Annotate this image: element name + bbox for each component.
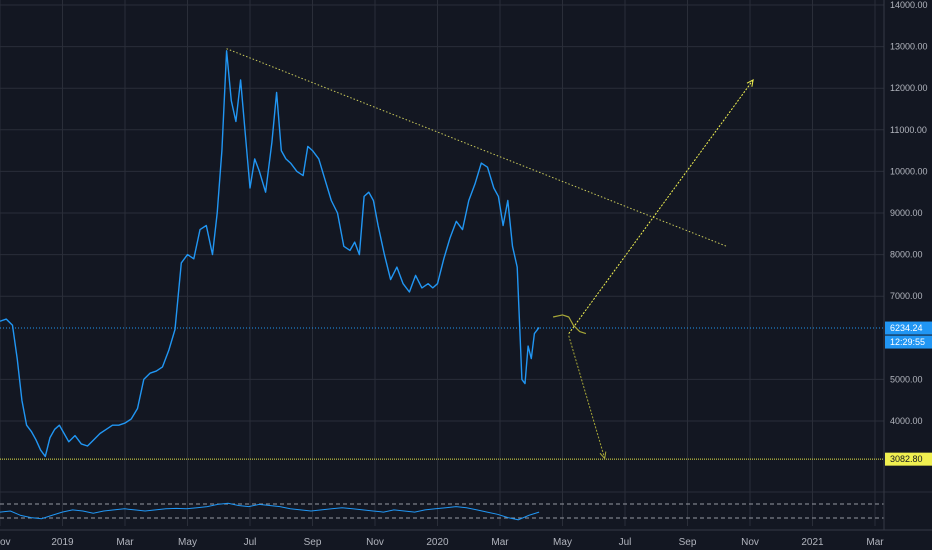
y-tick-label: 12000.00 [890,83,928,93]
x-tick-label: Mar [116,537,134,548]
current-price-badge-label: 6234.24 [890,323,923,333]
countdown-badge-label: 12:29:55 [890,337,925,347]
y-tick-label: 13000.00 [890,42,928,52]
x-tick-label: Nov [366,537,384,548]
projection-up-arrow-arrowhead [746,78,754,87]
x-tick-label: Mar [866,537,884,548]
y-tick-label: 10000.00 [890,166,928,176]
drawing-annotations [0,48,884,460]
price-series [0,50,540,458]
x-tick-label: 2021 [801,537,824,548]
x-tick-label: Sep [679,537,697,548]
projection-down-arrow-arrowhead [599,451,607,460]
projection-down-arrow-line[interactable] [568,335,606,459]
grid [0,0,884,526]
countdown-badge-bg [885,335,932,349]
axis-badges: 6234.24 12:29:55 3082.80 [885,321,932,466]
trendline[interactable] [226,48,727,247]
y-tick-label: 14000.00 [890,0,928,10]
price-line [0,50,540,458]
current-price-badge-bg [885,321,932,335]
x-tick-label: Sep [304,537,322,548]
oscillator-pane [0,502,884,521]
y-tick-label: 5000.00 [890,374,923,384]
projection-curve[interactable] [552,314,587,335]
y-tick-label: 8000.00 [890,250,923,260]
y-tick-label: 11000.00 [890,125,927,135]
x-tick-label: May [553,537,572,548]
oscillator-line [0,502,540,521]
price-axis[interactable]: 14000.00 13000.00 12000.00 11000.00 10000.00… [883,0,928,530]
x-tick-label: 2019 [51,537,74,548]
y-tick-label: 4000.00 [890,416,923,426]
x-tick-label: Jul [619,537,632,548]
x-tick-label: 2020 [426,537,449,548]
x-tick-label: ov [0,537,11,548]
y-tick-label: 7000.00 [890,291,923,301]
support-price-badge-bg [885,452,932,466]
time-axis[interactable]: ov 2019 Mar May Jul Sep Nov 2020 Mar May Jul Sep Nov… [0,529,932,548]
y-tick-label: 9000.00 [890,208,923,218]
x-tick-label: Mar [491,537,509,548]
x-tick-label: Jul [244,537,257,548]
x-tick-label: Nov [741,537,759,548]
support-price-badge-label: 3082.80 [890,454,923,464]
x-tick-label: May [178,537,197,548]
